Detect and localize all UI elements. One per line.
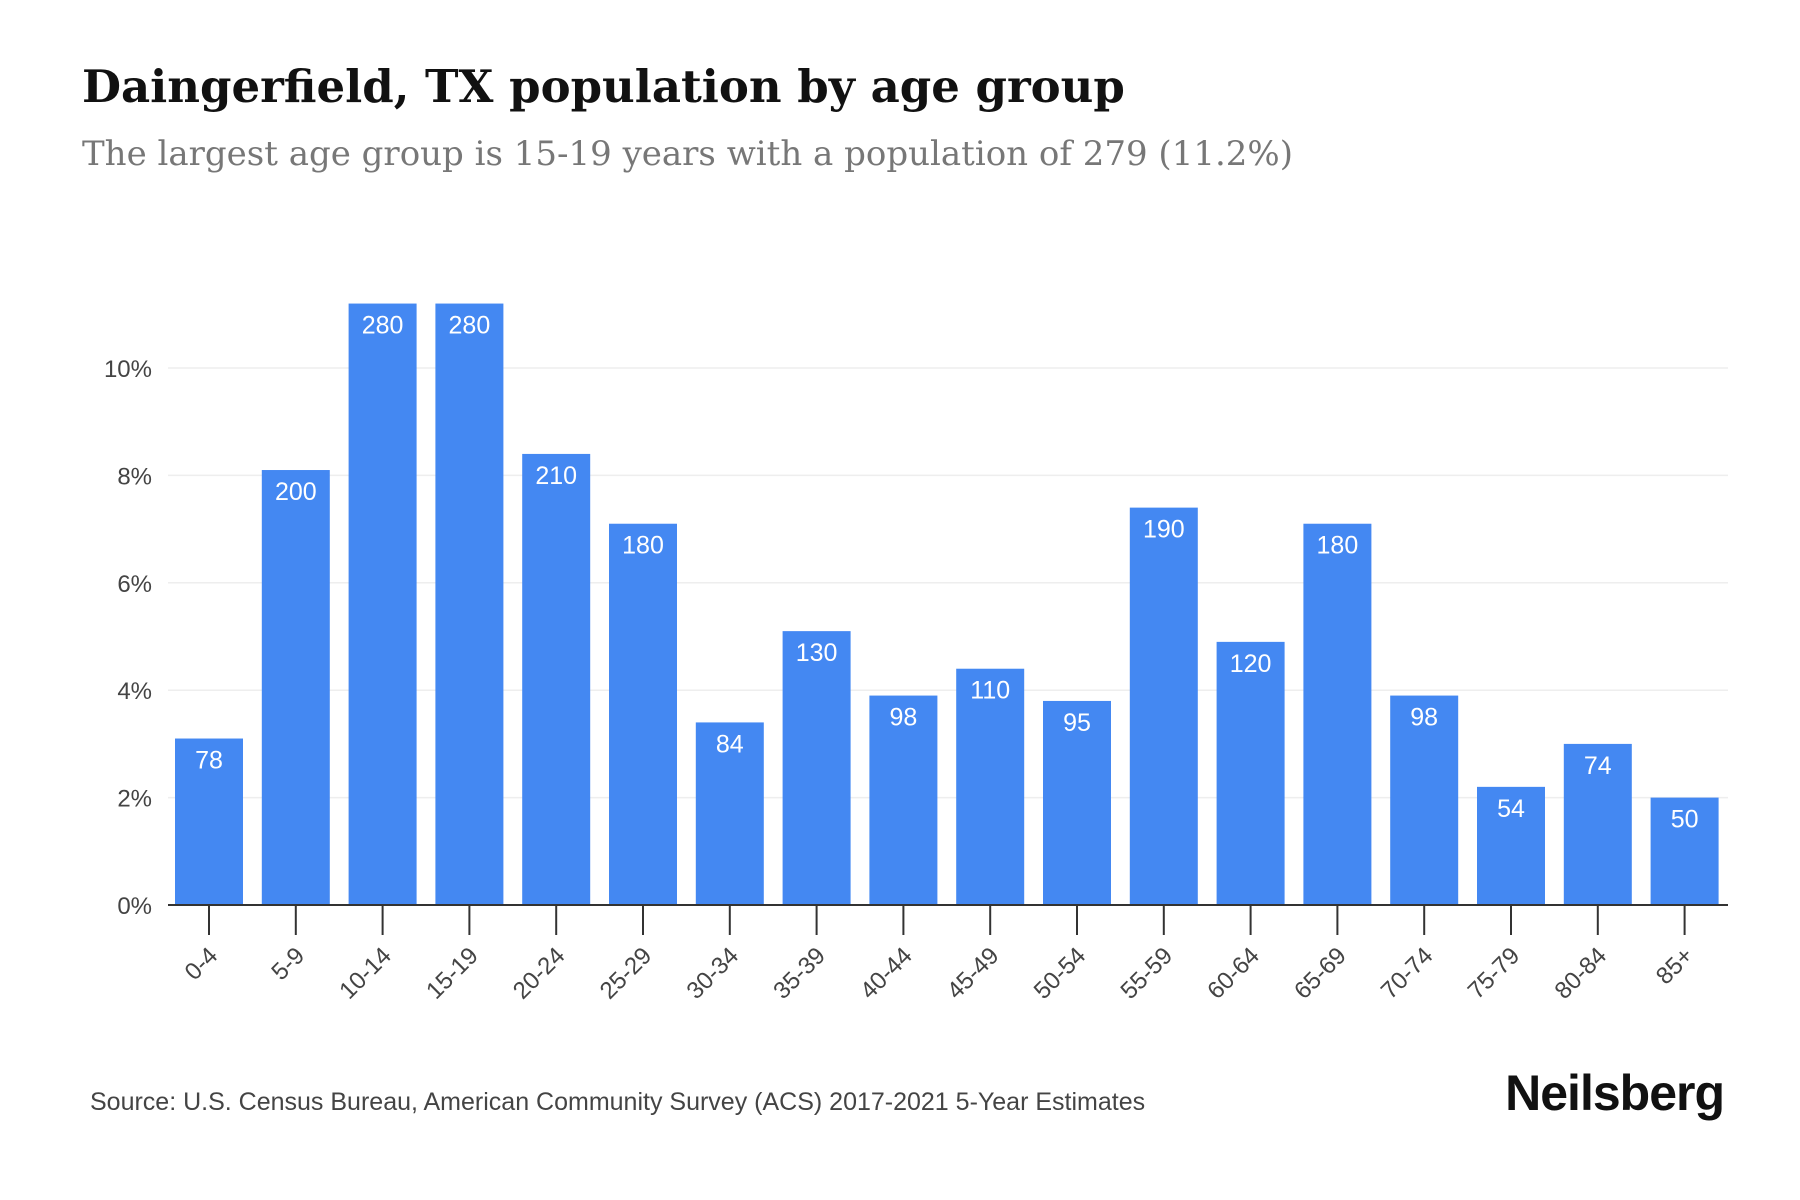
gridlines xyxy=(168,367,1728,799)
x-tick-label: 60-64 xyxy=(1202,942,1265,1005)
bar xyxy=(522,453,591,905)
axes: 0% 2% 4% 6% 8% 10% 0-4 5-9 10-14 15-19 20-24 25-29 3… xyxy=(104,356,1728,1005)
bar-data-label: 200 xyxy=(275,478,317,506)
bar xyxy=(1650,797,1719,905)
bar-data-label: 180 xyxy=(1317,532,1359,560)
x-tick-label: 5-9 xyxy=(266,942,310,986)
x-tick-label: 85+ xyxy=(1651,942,1699,990)
x-tick-label: 80-84 xyxy=(1550,942,1613,1005)
x-tick-label: 50-54 xyxy=(1029,942,1092,1005)
bar-data-label: 98 xyxy=(1410,704,1438,732)
x-tick-label: 30-34 xyxy=(682,942,745,1005)
chart-subtitle: The largest age group is 15-19 years wit… xyxy=(82,134,1293,174)
chart-title: Daingerfield, TX population by age group xyxy=(82,60,1125,113)
bars: 78 200 280 280 210 180 84 130 98 110 95 190 120 180 98… xyxy=(175,303,1719,905)
bar-data-label: 84 xyxy=(716,730,744,758)
x-tick-label: 45-49 xyxy=(942,942,1005,1005)
bar-data-label: 180 xyxy=(622,532,664,560)
bar xyxy=(1043,700,1111,905)
y-tick-label: 0% xyxy=(117,893,152,920)
bar-chart: 78 200 280 280 210 180 84 130 98 110 95 190 120 180 98… xyxy=(104,303,1728,1005)
x-tick-label: 75-79 xyxy=(1463,942,1526,1005)
bar-data-label: 78 xyxy=(195,747,223,775)
y-tick-label: 4% xyxy=(117,678,152,705)
bar xyxy=(1390,695,1459,905)
bar-data-label: 54 xyxy=(1497,795,1525,823)
x-tick-label: 20-24 xyxy=(508,942,571,1005)
y-tick-label: 10% xyxy=(104,356,152,383)
bar xyxy=(869,695,938,905)
x-tick-label: 55-59 xyxy=(1116,942,1179,1005)
bar xyxy=(1477,786,1545,905)
bar xyxy=(175,738,243,905)
bar xyxy=(1129,507,1198,905)
bar xyxy=(261,470,330,905)
x-tick-label: 25-29 xyxy=(595,942,658,1005)
y-tick-label: 8% xyxy=(117,463,152,490)
bar xyxy=(695,722,764,905)
y-tick-label: 6% xyxy=(117,571,152,598)
bar xyxy=(1216,641,1285,905)
x-tick-label: 15-19 xyxy=(421,942,484,1005)
x-tick-label: 35-39 xyxy=(768,942,831,1005)
x-tick-label: 40-44 xyxy=(855,942,918,1005)
bar-data-label: 98 xyxy=(889,704,917,732)
source-note: Source: U.S. Census Bureau, American Com… xyxy=(90,1088,1146,1116)
bar-data-label: 210 xyxy=(535,462,577,490)
bar xyxy=(1303,523,1372,905)
bar-data-label: 50 xyxy=(1671,806,1699,834)
bar-data-label: 280 xyxy=(362,312,404,340)
bar xyxy=(609,523,677,905)
y-tick-label: 2% xyxy=(117,786,152,813)
x-tick-label: 70-74 xyxy=(1376,942,1439,1005)
brand-logo: Neilsberg xyxy=(1505,1065,1725,1121)
bar-data-label: 120 xyxy=(1230,650,1272,678)
bar-data-label: 95 xyxy=(1063,709,1091,737)
bar-data-label: 130 xyxy=(796,639,838,667)
bar xyxy=(782,631,851,905)
x-tick-label: 0-4 xyxy=(180,942,224,986)
bar-data-label: 280 xyxy=(449,312,491,340)
bar-data-label: 74 xyxy=(1584,752,1612,780)
bar-data-label: 110 xyxy=(970,677,1010,705)
x-tick-label: 10-14 xyxy=(334,942,397,1005)
bar xyxy=(1563,743,1632,905)
bar-data-label: 190 xyxy=(1143,516,1185,544)
bar xyxy=(435,303,504,905)
bar xyxy=(956,668,1025,905)
x-tick-label: 65-69 xyxy=(1289,942,1352,1005)
bar xyxy=(348,303,417,905)
